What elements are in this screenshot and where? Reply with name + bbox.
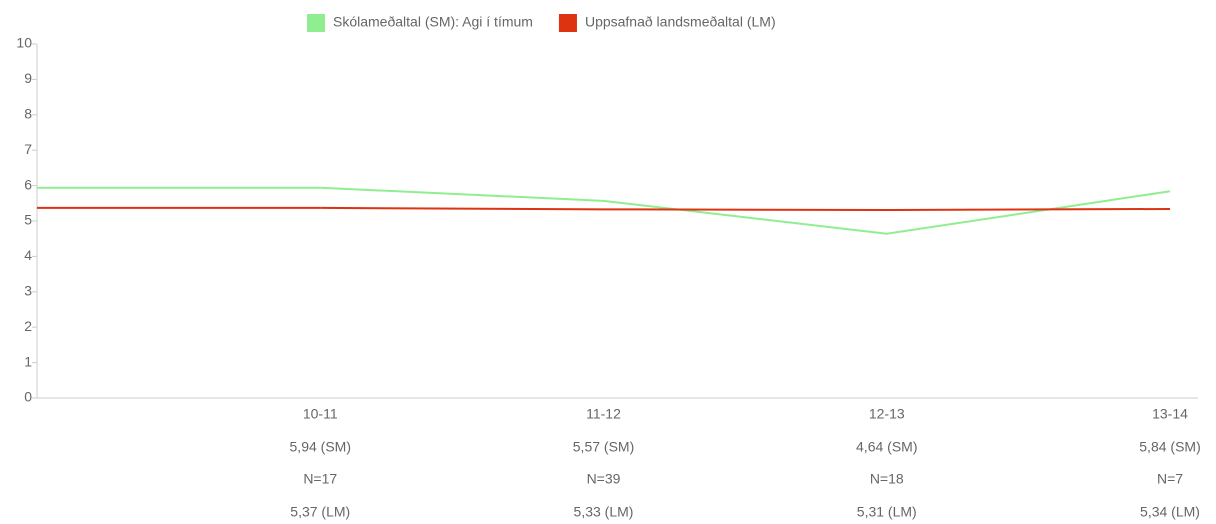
y-tick-label: 4 [24, 247, 32, 263]
y-tick-label: 8 [24, 106, 32, 122]
x-tick-label: 11-12 [586, 406, 621, 422]
value-label: 4,64 (SM) [856, 439, 917, 455]
value-label: 5,84 (SM) [1139, 439, 1200, 455]
y-tick-label: 5 [24, 212, 32, 228]
value-label: 5,57 (SM) [573, 439, 634, 455]
y-tick-label: 0 [24, 389, 32, 405]
value-label: 5,33 (LM) [574, 504, 634, 520]
value-label: 5,34 (LM) [1140, 504, 1200, 520]
y-tick-label: 10 [16, 35, 32, 51]
series-line [320, 186, 1171, 235]
value-label: 5,31 (LM) [857, 504, 917, 520]
x-tick-label: 10-11 [303, 406, 338, 422]
count-label: N=7 [1157, 471, 1183, 487]
y-tick-label: 2 [24, 318, 32, 334]
count-label: N=39 [587, 471, 621, 487]
y-tick-label: 7 [24, 141, 32, 157]
legend-label: Uppsafnað landsmeðaltal (LM) [585, 14, 776, 30]
y-tick-label: 6 [24, 176, 32, 192]
count-label: N=17 [303, 471, 337, 487]
legend-swatch [307, 14, 325, 32]
x-tick-label: 12-13 [869, 406, 905, 422]
value-label: 5,37 (LM) [290, 504, 350, 520]
x-tick-label: 13-14 [1152, 406, 1188, 422]
legend-label: Skólameðaltal (SM): Agi í tímum [333, 14, 533, 30]
value-label: 5,94 (SM) [290, 439, 351, 455]
legend-swatch [558, 14, 577, 32]
y-tick-label: 3 [24, 283, 32, 299]
series-line [320, 206, 1171, 212]
count-label: N=18 [870, 471, 904, 487]
y-tick-label: 1 [24, 353, 32, 369]
y-tick-label: 9 [24, 70, 32, 86]
